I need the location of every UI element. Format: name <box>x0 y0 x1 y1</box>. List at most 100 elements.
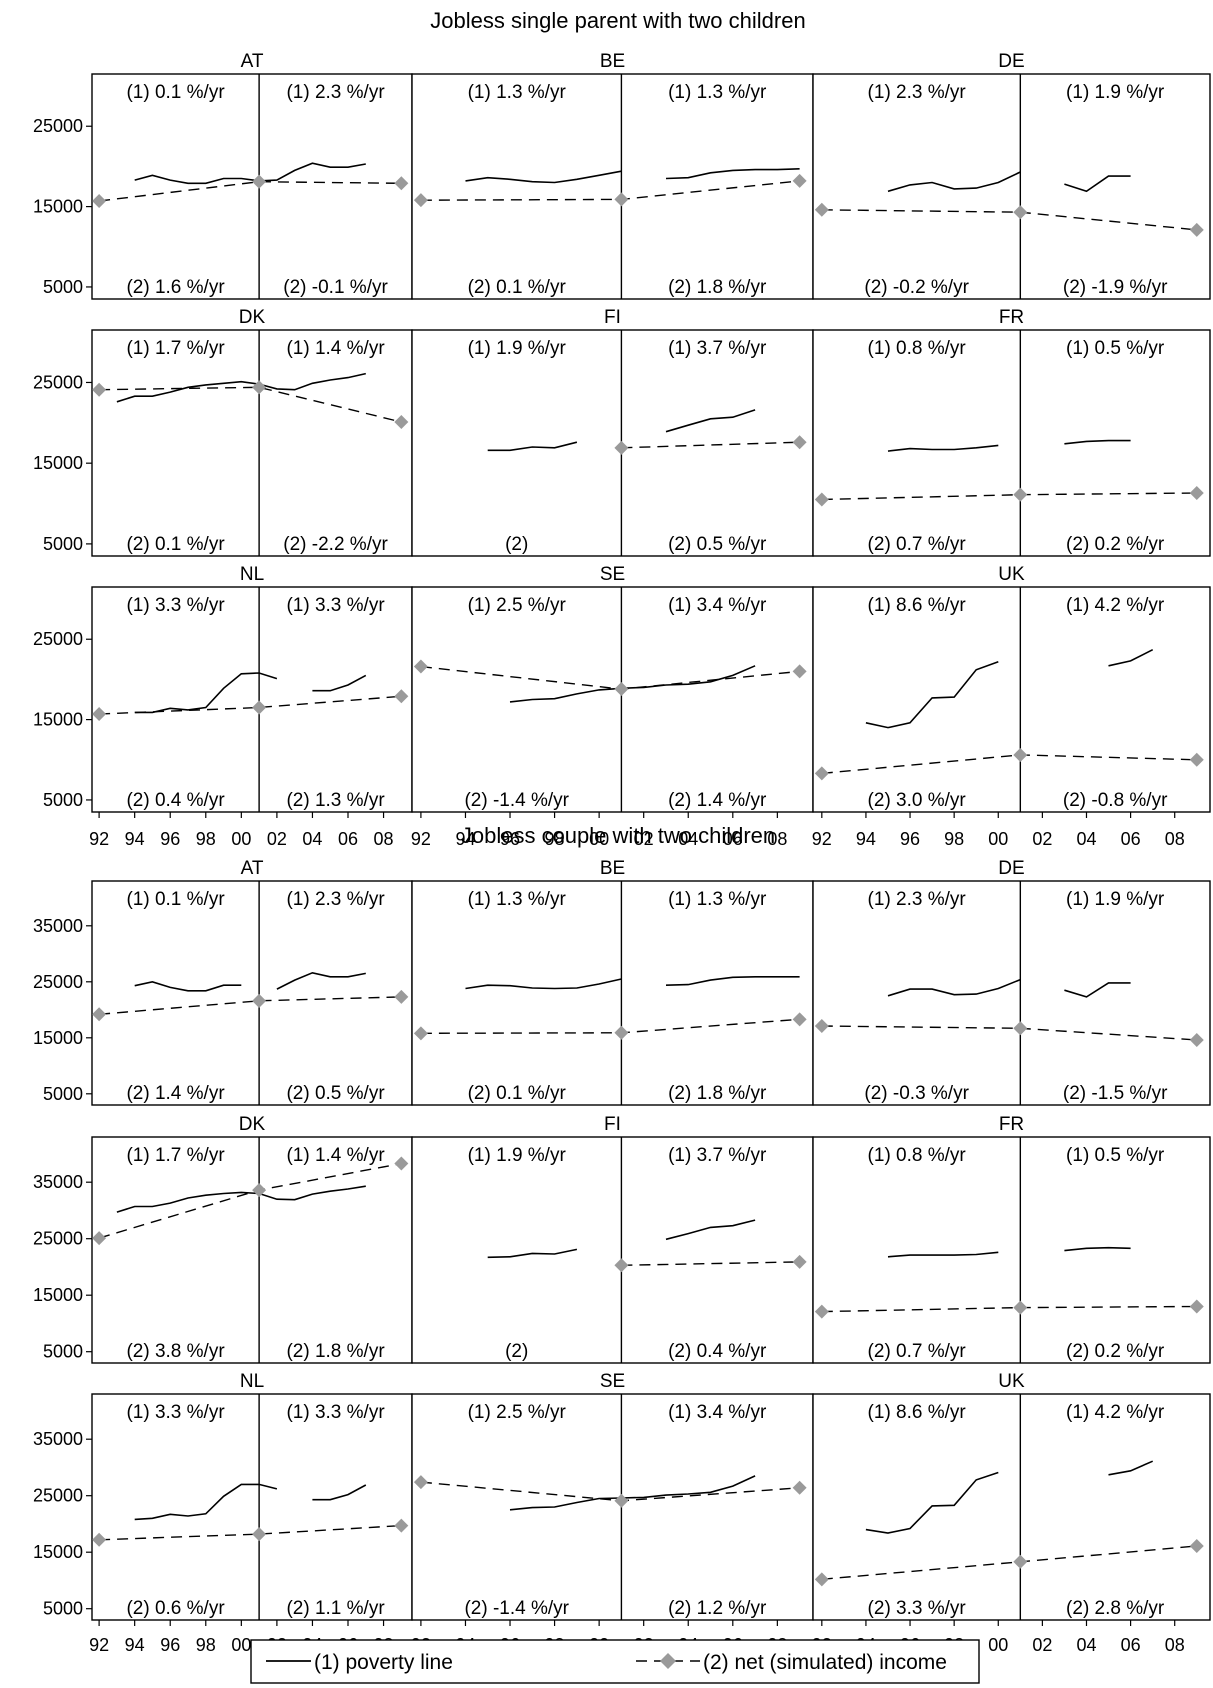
poverty-line <box>1064 175 1131 193</box>
poverty-line <box>116 1185 366 1213</box>
annotation-bottom-left: (2) <box>505 534 528 555</box>
annotation-bottom-right: (2) 0.4 %/yr <box>668 1341 767 1362</box>
annotation-top-right: (1) 3.7 %/yr <box>668 338 767 359</box>
x-tick-label: 92 <box>89 1635 109 1655</box>
annotation-bottom-left: (2) 0.4 %/yr <box>126 790 225 811</box>
poverty-line <box>1064 439 1131 445</box>
panel-title: UK <box>998 1371 1025 1392</box>
poverty-line <box>312 674 367 692</box>
annotation-bottom-left: (2) 0.7 %/yr <box>868 534 967 555</box>
panel-title: FR <box>999 1114 1024 1135</box>
net-income-marker <box>394 415 409 430</box>
x-tick-label: 04 <box>678 829 698 849</box>
net-income-marker <box>792 1012 807 1027</box>
x-tick-label: 00 <box>589 829 609 849</box>
x-tick-label: 08 <box>1165 1635 1185 1655</box>
net-income-marker <box>92 706 107 721</box>
net-income-marker <box>252 993 267 1008</box>
annotation-top-left: (1) 2.3 %/yr <box>868 889 967 910</box>
annotation-bottom-right: (2) 0.2 %/yr <box>1066 1341 1165 1362</box>
annotation-bottom-right: (2) 1.1 %/yr <box>286 1598 385 1619</box>
net-income-marker <box>252 1527 267 1542</box>
x-tick-label: 08 <box>1165 829 1185 849</box>
net-income-line <box>99 1524 402 1541</box>
panel-title: UK <box>998 564 1025 585</box>
net-income-marker <box>252 1183 267 1198</box>
net-income-marker <box>792 664 807 679</box>
annotation-top-right: (1) 0.5 %/yr <box>1066 338 1165 359</box>
net-income-marker <box>413 193 428 208</box>
y-tick-label: 5000 <box>43 790 83 810</box>
x-tick-label: 06 <box>723 829 743 849</box>
panel-title: NL <box>240 1371 264 1392</box>
annotation-top-right: (1) 1.3 %/yr <box>668 82 767 103</box>
net-income-marker <box>92 382 107 397</box>
panel-frame <box>91 329 413 557</box>
poverty-line <box>509 665 756 703</box>
annotation-bottom-left: (2) <box>505 1341 528 1362</box>
annotation-top-right: (1) 1.4 %/yr <box>286 338 385 359</box>
annotation-top-right: (1) 2.3 %/yr <box>286 889 385 910</box>
poverty-line <box>134 1483 278 1521</box>
net-income-marker <box>614 192 629 207</box>
net-income-marker <box>394 989 409 1004</box>
net-income-marker <box>252 380 267 395</box>
panel-title: DK <box>239 1114 266 1135</box>
x-tick-label: 98 <box>196 1635 216 1655</box>
x-tick-label: 94 <box>125 829 145 849</box>
annotation-top-left: (1) 1.3 %/yr <box>468 889 567 910</box>
poverty-line <box>134 980 242 992</box>
panel-frame <box>411 880 814 1106</box>
annotation-bottom-left: (2) 0.7 %/yr <box>868 1341 967 1362</box>
panel-frame <box>411 586 814 813</box>
panel-frame <box>91 1393 413 1621</box>
y-tick-label: 35000 <box>33 1429 83 1449</box>
poverty-line <box>487 441 578 452</box>
panel-frame <box>91 73 413 300</box>
y-tick-label: 15000 <box>33 1542 83 1562</box>
y-tick-label: 5000 <box>43 1084 83 1104</box>
poverty-line <box>865 1471 999 1534</box>
net-income-marker <box>413 659 428 674</box>
annotation-top-right: (1) 0.5 %/yr <box>1066 1145 1165 1166</box>
annotation-bottom-right: (2) -1.5 %/yr <box>1063 1083 1168 1104</box>
panel-fi: FI (1) 1.9 %/yr (1) 3.7 %/yr (2) (2) 0.4 %/y… <box>411 1114 814 1364</box>
panel-be: BE (1) 1.3 %/yr (1) 1.3 %/yr (2) 0.1 %/yr (2… <box>411 858 814 1106</box>
net-income-marker <box>814 1019 829 1034</box>
annotation-bottom-left: (2) 0.1 %/yr <box>468 277 567 298</box>
x-tick-label: 02 <box>634 829 654 849</box>
panel-de: DE (1) 2.3 %/yr (1) 1.9 %/yr (2) -0.3 %/yr (… <box>812 858 1211 1106</box>
annotation-bottom-right: (2) 1.3 %/yr <box>286 790 385 811</box>
panel-nl: NL 5000 15000 25000 92 94 96 98 00 02 04 06 08 (1) 3.… <box>33 564 413 849</box>
y-tick-label: 15000 <box>33 1285 83 1305</box>
x-tick-label: 96 <box>500 829 520 849</box>
annotation-bottom-right: (2) 1.8 %/yr <box>668 277 767 298</box>
annotation-bottom-right: (2) 2.8 %/yr <box>1066 1598 1165 1619</box>
x-tick-label: 96 <box>160 829 180 849</box>
panel-title: AT <box>241 51 264 72</box>
annotation-bottom-left: (2) 0.1 %/yr <box>126 534 225 555</box>
annotation-top-left: (1) 0.8 %/yr <box>868 1145 967 1166</box>
poverty-line <box>465 170 622 184</box>
annotation-bottom-left: (2) -0.2 %/yr <box>864 277 969 298</box>
y-tick-label: 25000 <box>33 372 83 392</box>
x-tick-label: 94 <box>455 829 475 849</box>
net-income-marker <box>413 1026 428 1041</box>
poverty-line <box>1064 982 1131 998</box>
poverty-line <box>665 1219 756 1241</box>
y-tick-label: 5000 <box>43 1599 83 1619</box>
annotation-bottom-left: (2) 0.6 %/yr <box>126 1598 225 1619</box>
net-income-marker <box>394 689 409 704</box>
panel-frame <box>411 329 814 557</box>
annotation-top-right: (1) 4.2 %/yr <box>1066 1402 1165 1423</box>
y-tick-label: 25000 <box>33 1486 83 1506</box>
annotation-top-right: (1) 2.3 %/yr <box>286 82 385 103</box>
poverty-line <box>487 1248 578 1259</box>
annotation-top-right: (1) 1.9 %/yr <box>1066 82 1165 103</box>
panel-frame <box>812 880 1211 1106</box>
net-income-marker <box>814 1572 829 1587</box>
group-title: Jobless single parent with two children <box>430 8 805 33</box>
annotation-bottom-left: (2) 3.8 %/yr <box>126 1341 225 1362</box>
panel-se: SE 92 94 96 98 00 02 04 06 08 (1) 2.5 %/yr (1) 3.4 … <box>411 564 814 849</box>
